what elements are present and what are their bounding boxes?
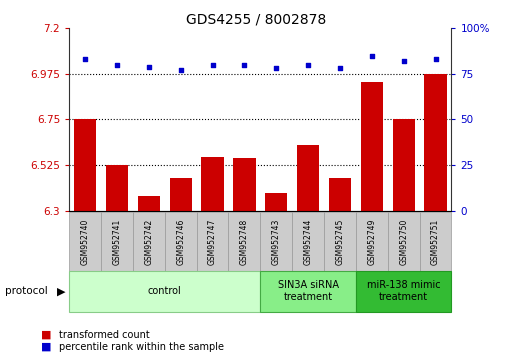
Point [176,67,185,73]
Bar [74,120,96,211]
Bar [165,212,196,271]
Point [431,57,440,62]
Text: GSM952746: GSM952746 [176,218,185,265]
Bar [324,212,356,271]
Point [208,62,216,68]
Point [113,62,121,68]
Text: GSM952750: GSM952750 [399,218,408,265]
Text: GSM952749: GSM952749 [367,218,377,265]
Bar [356,271,451,312]
Point [400,58,408,64]
Text: ■: ■ [41,330,51,339]
Bar [424,74,447,211]
Text: GDS4255 / 8002878: GDS4255 / 8002878 [186,12,327,27]
Bar [261,271,356,312]
Text: ▶: ▶ [57,286,66,296]
Text: GSM952740: GSM952740 [81,218,90,265]
Text: SIN3A siRNA
treatment: SIN3A siRNA treatment [278,280,339,302]
Point [240,62,248,68]
Bar [388,212,420,271]
Bar [292,212,324,271]
Bar [233,158,255,211]
Text: miR-138 mimic
treatment: miR-138 mimic treatment [367,280,441,302]
Bar [137,196,160,211]
Bar [196,212,228,271]
Text: GSM952747: GSM952747 [208,218,217,265]
Point [336,65,344,71]
Bar [392,120,415,211]
Bar [361,82,383,211]
Text: GSM952748: GSM952748 [240,218,249,265]
Point [272,65,281,71]
Point [304,62,312,68]
Text: transformed count: transformed count [59,330,150,339]
Text: ■: ■ [41,342,51,352]
Bar [228,212,261,271]
Bar [261,212,292,271]
Text: percentile rank within the sample: percentile rank within the sample [59,342,224,352]
Bar [69,271,261,312]
Text: GSM952741: GSM952741 [112,218,122,265]
Bar [420,212,451,271]
Text: GSM952751: GSM952751 [431,218,440,265]
Bar [69,212,101,271]
Bar [101,212,133,271]
Bar [106,165,128,211]
Bar [133,212,165,271]
Point [368,53,376,58]
Text: GSM952744: GSM952744 [304,218,312,265]
Bar [265,193,287,211]
Point [145,64,153,69]
Text: protocol: protocol [5,286,48,296]
Point [81,57,89,62]
Text: GSM952743: GSM952743 [272,218,281,265]
Text: control: control [148,286,182,296]
Bar [202,157,224,211]
Bar [356,212,388,271]
Bar [297,145,319,211]
Bar [329,178,351,211]
Text: GSM952742: GSM952742 [144,218,153,265]
Text: GSM952745: GSM952745 [336,218,344,265]
Bar [170,178,192,211]
